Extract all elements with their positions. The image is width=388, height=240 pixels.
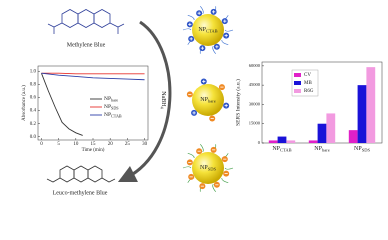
bar <box>326 113 336 143</box>
nanoparticles: NPCTAB NPbare NPSDS <box>182 6 234 192</box>
legend-label: MB <box>304 81 312 86</box>
y-axis-label: Absorbance (a.u.) <box>22 85 27 121</box>
legend-label: NPSDS <box>104 104 119 110</box>
bar <box>366 67 376 143</box>
graphical-abstract: Methylene Blue Leuco-methylene Blue NaBH… <box>22 6 383 196</box>
y-tick-label: 0 <box>258 140 261 145</box>
x-tick-label: 20 <box>108 142 114 147</box>
surfactant-tail <box>187 153 195 159</box>
methylene-blue-structure <box>47 9 125 34</box>
bar <box>317 123 327 143</box>
legend-label: R6G <box>304 89 314 94</box>
y-tick-label: 0.6 <box>30 96 37 101</box>
molecule-label: Methylene Blue <box>67 42 106 48</box>
data-line <box>41 73 83 136</box>
y-tick-label: 0.8 <box>30 82 37 87</box>
y-tick-label: 0.0 <box>30 135 37 140</box>
surfactant-tail <box>182 28 192 31</box>
x-axis-label: Time (min) <box>82 148 105 153</box>
surfactant-tail <box>224 167 234 170</box>
surfactant-tail <box>187 15 195 21</box>
y-tick-label: 60000 <box>249 63 261 68</box>
reagent-label: NaBH4 <box>159 91 165 109</box>
surfactant-tail <box>212 183 216 192</box>
legend-label: NPbare <box>104 96 118 102</box>
legend-swatch <box>294 73 301 77</box>
bar <box>277 136 287 143</box>
y-tick-label: 0.2 <box>30 122 37 127</box>
bar <box>268 140 278 143</box>
x-tick-label: NPSDS <box>354 146 370 152</box>
gold-sphere <box>192 84 224 116</box>
gold-sphere <box>192 14 224 46</box>
legend-swatch <box>294 89 301 93</box>
y-tick-label: 45000 <box>249 82 261 87</box>
plot-frame <box>37 65 149 141</box>
nanoparticle-label: NPSDS <box>200 165 216 171</box>
surfactant-tail <box>221 39 229 45</box>
surfactant-tail <box>200 144 204 153</box>
bar <box>357 85 367 143</box>
charts: 0 5 10 15 20 25 30 0.0 0.2 0.4 0.6 0.8 1.0 Time (min)… <box>22 61 383 153</box>
x-tick-label: 0 <box>40 142 43 147</box>
nanoparticle-label: NPbare <box>200 97 215 103</box>
leuco-structure <box>46 165 116 183</box>
molecule-label: Leuco-methylene Blue <box>53 190 108 196</box>
surfactant-tail <box>182 166 192 169</box>
surfactant-tail <box>200 6 204 15</box>
y-tick-label: 15000 <box>249 121 261 126</box>
x-tick-label: NPbare <box>314 146 329 152</box>
legend-label: CV <box>304 73 311 78</box>
gold-sphere <box>192 152 224 184</box>
data-line <box>41 72 145 81</box>
y-tick-label: 30000 <box>249 101 261 106</box>
nanoparticle-label: NPCTAB <box>198 27 217 33</box>
x-tick-label: 5 <box>57 142 60 147</box>
surfactant-tail <box>221 177 229 183</box>
surfactant-tail <box>224 29 234 32</box>
y-axis-label: SERS Intensity (a.u.) <box>234 79 241 126</box>
surfactant-tail <box>212 45 216 54</box>
bar <box>308 140 318 143</box>
bar <box>286 140 296 143</box>
reaction-arrow <box>117 20 172 183</box>
x-tick-label: 10 <box>73 142 79 147</box>
x-tick-label: 15 <box>91 142 97 147</box>
data-line <box>41 72 145 75</box>
y-tick-label: 1.0 <box>30 69 37 74</box>
y-tick-label: 0.4 <box>30 109 37 114</box>
bar <box>348 130 358 143</box>
x-tick-label: 25 <box>125 142 131 147</box>
legend-swatch <box>294 81 301 85</box>
x-tick-label: 30 <box>142 142 148 147</box>
x-tick-label: NPCTAB <box>272 146 291 152</box>
legend-label: NPCTAB <box>104 112 122 118</box>
